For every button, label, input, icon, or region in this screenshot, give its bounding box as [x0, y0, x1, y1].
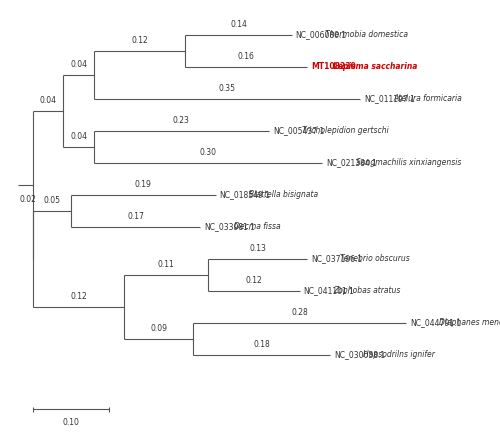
Text: NC_044791.1: NC_044791.1: [410, 318, 461, 328]
Text: Lepisma saccharina: Lepisma saccharina: [333, 62, 417, 71]
Text: 0.13: 0.13: [249, 244, 266, 253]
Text: 0.28: 0.28: [291, 308, 308, 317]
Text: 0.11: 0.11: [158, 260, 174, 269]
Text: Tenebrio obscurus: Tenebrio obscurus: [340, 254, 410, 263]
Text: 0.23: 0.23: [173, 116, 190, 125]
Text: 0.09: 0.09: [150, 324, 167, 333]
Text: Zophobas atratus: Zophobas atratus: [333, 286, 400, 295]
Text: 0.05: 0.05: [44, 196, 60, 205]
Text: 0.19: 0.19: [135, 180, 152, 189]
Text: NC_037196.1: NC_037196.1: [311, 254, 362, 263]
Text: 0.04: 0.04: [70, 60, 87, 69]
Text: 0.02: 0.02: [20, 195, 37, 204]
Text: NC_005437.1: NC_005437.1: [273, 126, 324, 135]
Text: NC_011197.1: NC_011197.1: [364, 94, 415, 103]
Text: 0.30: 0.30: [200, 148, 216, 157]
Text: NC_006080.1: NC_006080.1: [296, 30, 347, 39]
Text: 0.10: 0.10: [62, 418, 80, 428]
Text: Diaphanes mendax: Diaphanes mendax: [440, 318, 500, 328]
Text: MT108230: MT108230: [311, 62, 356, 71]
Text: NC_030058.1: NC_030058.1: [334, 350, 385, 360]
Text: Blattella bisignata: Blattella bisignata: [249, 190, 318, 199]
Text: NC_041101.1: NC_041101.1: [304, 286, 354, 295]
Text: NC_033981.1: NC_033981.1: [204, 222, 256, 231]
Text: 0.12: 0.12: [70, 292, 87, 301]
Text: 0.17: 0.17: [128, 212, 144, 221]
Text: 0.04: 0.04: [70, 132, 87, 141]
Text: NC_018549.1: NC_018549.1: [220, 190, 270, 199]
Text: 0.16: 0.16: [238, 52, 254, 61]
Text: 0.14: 0.14: [230, 20, 247, 29]
Text: 0.12: 0.12: [246, 276, 262, 285]
Text: 0.12: 0.12: [131, 36, 148, 45]
Text: Songmachilis xinxiangensis: Songmachilis xinxiangensis: [356, 158, 461, 167]
Text: NC_021384.1: NC_021384.1: [326, 158, 377, 167]
Text: 0.04: 0.04: [40, 96, 56, 105]
Text: Atelura formicaria: Atelura formicaria: [394, 94, 462, 103]
Text: Tricholepidion gertschi: Tricholepidion gertschi: [302, 126, 389, 135]
Text: Thermobia domestica: Thermobia domestica: [325, 30, 408, 39]
Text: Hapsodrilns ignifer: Hapsodrilns ignifer: [363, 350, 435, 360]
Text: Decma fissa: Decma fissa: [234, 222, 280, 231]
Text: 0.35: 0.35: [218, 84, 236, 93]
Text: 0.18: 0.18: [253, 340, 270, 349]
